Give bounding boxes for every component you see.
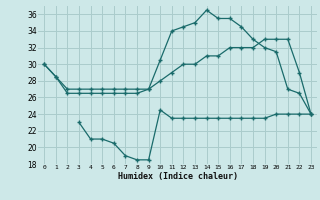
X-axis label: Humidex (Indice chaleur): Humidex (Indice chaleur) [118, 172, 238, 181]
